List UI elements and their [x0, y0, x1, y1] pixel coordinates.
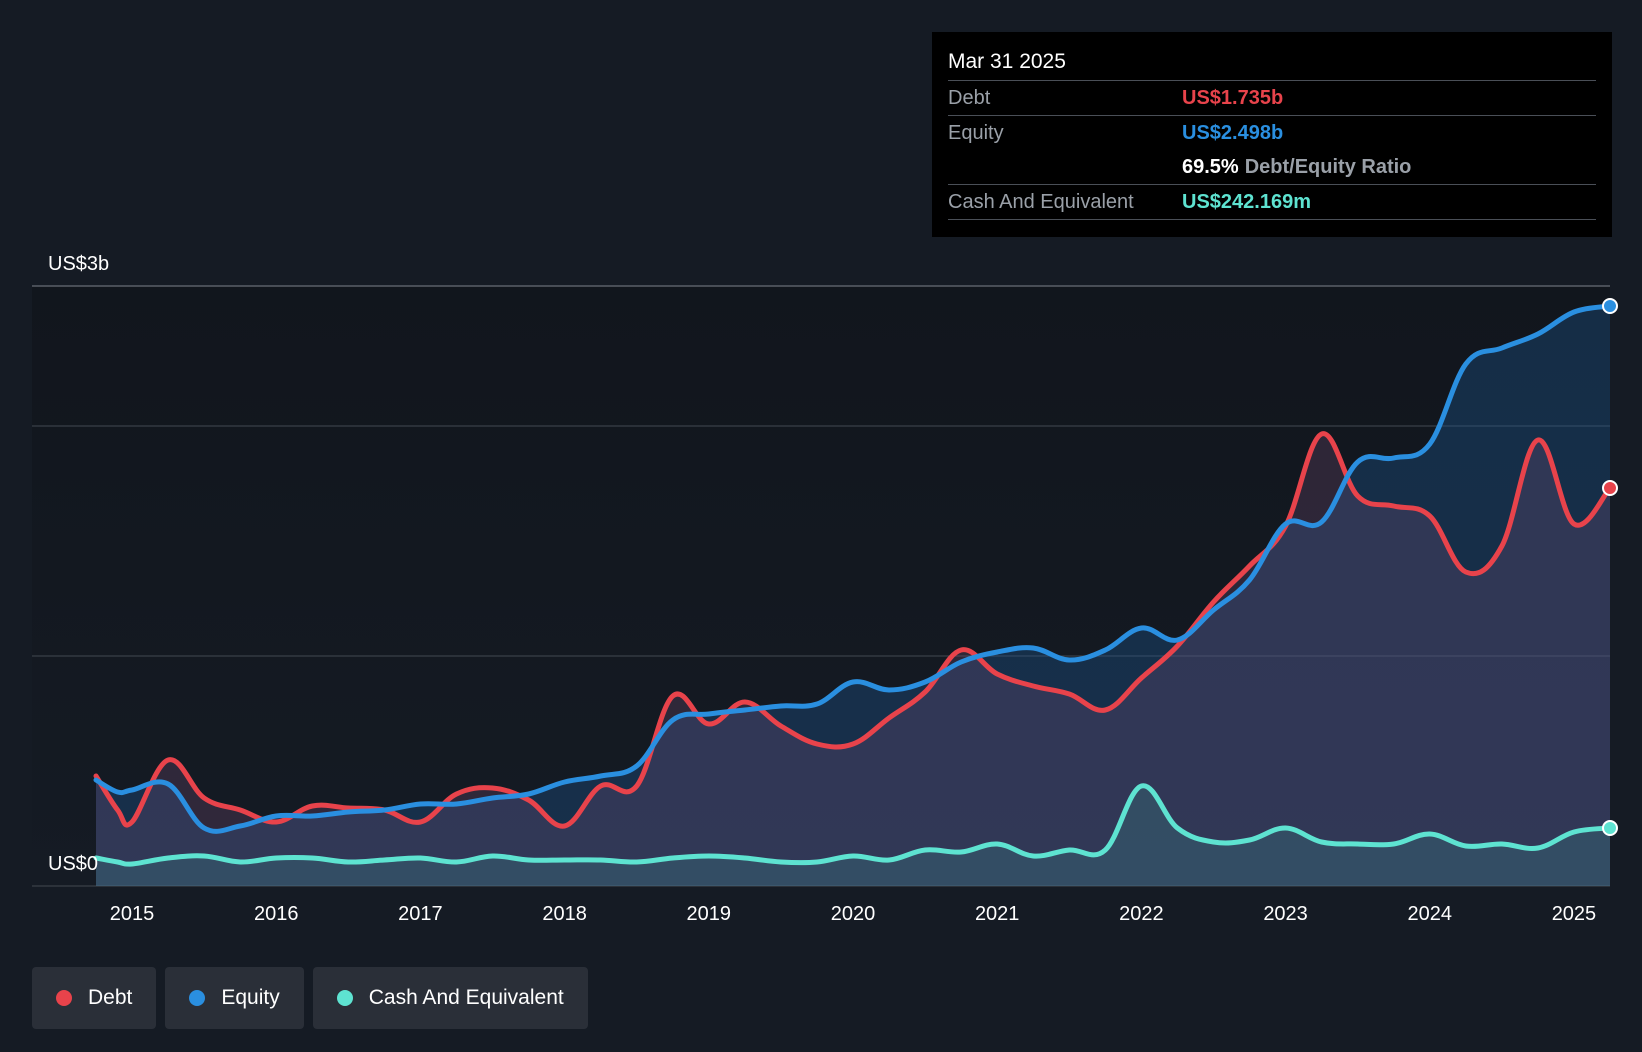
x-tick-label: 2023 [1263, 903, 1308, 925]
tooltip-ratio-label: Debt/Equity Ratio [1244, 156, 1412, 178]
series-end-marker-cash [1602, 820, 1618, 836]
legend-cash-label: Cash And Equivalent [368, 986, 564, 1009]
x-tick-label: 2024 [1408, 903, 1453, 925]
x-tick-label: 2025 [1552, 903, 1597, 925]
legend-equity-dot-icon [189, 990, 206, 1006]
x-tick-label: 2016 [254, 903, 299, 925]
x-tick-label: 2018 [542, 903, 587, 925]
legend-item-equity[interactable]: Equity [165, 967, 304, 1029]
tooltip-ratio-row: 69.5% Debt/Equity Ratio [948, 150, 1596, 185]
tooltip-cash-value: US$242.169m [1182, 191, 1311, 213]
x-tick-label: 2019 [687, 903, 732, 925]
y-axis-top-label: US$3b [48, 253, 109, 275]
legend-cash-dot-icon [336, 990, 353, 1006]
legend-debt-label: Debt [88, 986, 133, 1009]
tooltip-equity-value: US$2.498b [1182, 122, 1284, 144]
x-tick-label: 2021 [975, 903, 1020, 925]
series-end-marker-debt [1602, 480, 1618, 496]
tooltip-debt-value: US$1.735b [1182, 87, 1284, 109]
series-area-equity [96, 306, 1610, 886]
tooltip-cash-label: Cash And Equivalent [948, 191, 1134, 213]
chart-legend: Debt Equity Cash And Equivalent [32, 967, 588, 1029]
tooltip-panel: Mar 31 2025 Debt US$1.735b Equity US$2.4… [932, 32, 1612, 237]
series-line-equity [93, 303, 1613, 834]
legend-debt-dot-icon [56, 990, 72, 1006]
tooltip-cash-row: Cash And Equivalent US$242.169m [948, 185, 1596, 220]
tooltip-debt-label: Debt [948, 87, 991, 109]
plot-background [32, 286, 1610, 886]
legend-item-debt[interactable]: Debt [32, 967, 157, 1029]
tooltip-ratio-value: 69.5% [1182, 156, 1239, 178]
x-tick-label: 2022 [1119, 903, 1164, 925]
series-line-cash [93, 783, 1613, 867]
legend-equity-label: Equity [221, 986, 280, 1009]
tooltip-ratio-spacer [948, 150, 1182, 184]
tooltip-debt-row: Debt US$1.735b [948, 81, 1596, 116]
x-tick-label: 2017 [398, 903, 443, 925]
x-tick-label: 2020 [831, 903, 876, 925]
x-tick-label: 2015 [110, 903, 155, 925]
legend-item-cash[interactable]: Cash And Equivalent [312, 967, 588, 1029]
y-axis-bottom-label: US$0 [48, 853, 98, 875]
tooltip-equity-label: Equity [948, 122, 1004, 144]
series-area-debt [96, 433, 1610, 886]
tooltip-date: Mar 31 2025 [948, 46, 1596, 81]
series-end-marker-equity [1602, 298, 1618, 314]
tooltip-equity-row: Equity US$2.498b [948, 116, 1596, 150]
series-line-debt [93, 431, 1613, 829]
